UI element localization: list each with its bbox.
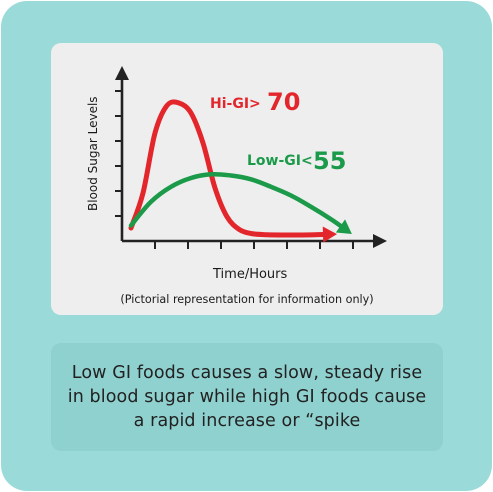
caption-text: Low GI foods causes a slow, steady rise …: [67, 363, 427, 431]
y-axis-arrowhead: [115, 66, 129, 80]
hi-gi-arrowhead: [322, 226, 337, 243]
low-gi-legend-label: Low-GI< 55: [247, 147, 346, 175]
hi-gi-label-value: 70: [267, 88, 300, 116]
chart-panel: Blood Sugar Levels Time/Hours (Pictorial…: [51, 43, 443, 315]
hi-gi-curve: [128, 99, 334, 238]
hi-gi-legend-label: Hi-GI> 70: [210, 88, 300, 116]
low-gi-label-prefix: Low-GI<: [247, 153, 313, 169]
caption-box: Low GI foods causes a slow, steady rise …: [51, 343, 443, 451]
low-gi-curve: [128, 171, 350, 233]
axis-ticks: [115, 90, 354, 249]
disclaimer-note: (Pictorial representation for informatio…: [120, 293, 373, 306]
low-gi-label-value: 55: [313, 147, 346, 175]
low-gi-arrowhead: [335, 219, 352, 234]
x-axis-arrowhead: [373, 234, 387, 248]
hi-gi-label-prefix: Hi-GI>: [210, 96, 261, 112]
series-layer: [128, 99, 352, 243]
x-axis-label: Time/Hours: [212, 267, 288, 282]
blood-sugar-chart: Blood Sugar Levels Time/Hours (Pictorial…: [86, 66, 387, 306]
y-axis-label: Blood Sugar Levels: [86, 96, 100, 211]
